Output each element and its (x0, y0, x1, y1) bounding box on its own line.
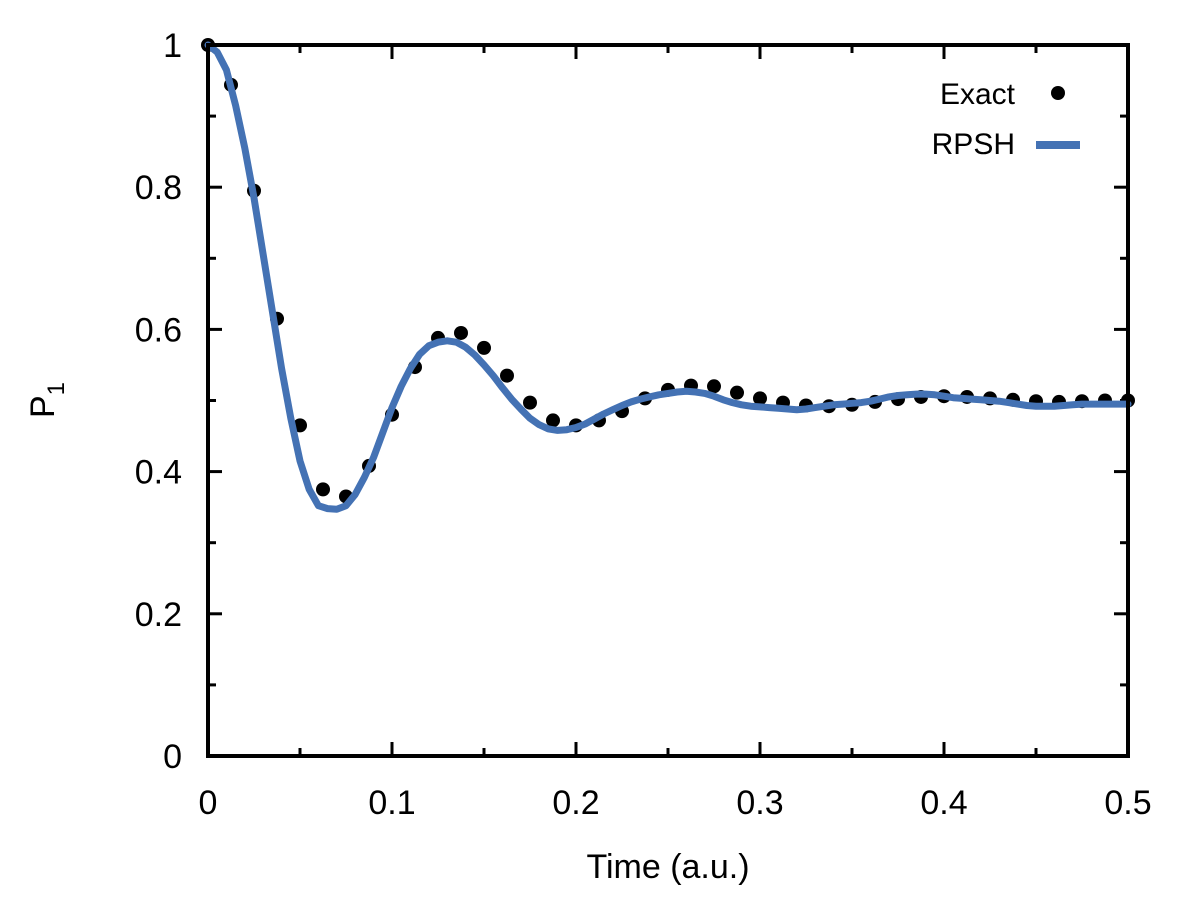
y-tick-label: 0.6 (135, 311, 182, 349)
exact-point (454, 325, 468, 340)
x-tick-label: 0 (199, 784, 218, 822)
legend-label-rpsh: RPSH (932, 128, 1015, 161)
exact-point (523, 395, 537, 410)
y-axis-title: P1 (24, 382, 70, 418)
exact-point (477, 340, 491, 355)
x-tick-label: 0.2 (552, 784, 599, 822)
legend-label-exact: Exact (940, 78, 1016, 111)
x-tick-label: 0.3 (736, 784, 783, 822)
tick-labels: 0 0.1 0.2 0.3 0.4 0.5 0 0.2 0.4 0.6 0.8 1 (135, 27, 1152, 822)
y-tick-label: 0.4 (135, 454, 182, 492)
x-axis-title: Time (a.u.) (586, 848, 749, 886)
exact-point (753, 391, 767, 406)
y-tick-label: 1 (163, 27, 182, 65)
plot-frame (206, 43, 1130, 758)
exact-point (546, 413, 560, 428)
exact-point (730, 385, 744, 400)
x-tick-label: 0.4 (920, 784, 967, 822)
legend-marker-exact (1051, 86, 1065, 100)
rpsh-line (204, 41, 1132, 513)
legend: Exact RPSH (932, 78, 1080, 161)
exact-point (500, 368, 514, 383)
plot-area (201, 38, 1135, 513)
exact-point (316, 482, 330, 497)
y-tick-label: 0.2 (135, 596, 182, 634)
y-axis-title-main: P (24, 395, 62, 418)
x-tick-label: 0.1 (368, 784, 415, 822)
y-tick-label: 0 (163, 738, 182, 776)
x-tick-label: 0.5 (1104, 784, 1151, 822)
y-axis-title-subscript: 1 (43, 382, 70, 395)
exact-point (707, 379, 721, 394)
y-tick-label: 0.8 (135, 169, 182, 207)
